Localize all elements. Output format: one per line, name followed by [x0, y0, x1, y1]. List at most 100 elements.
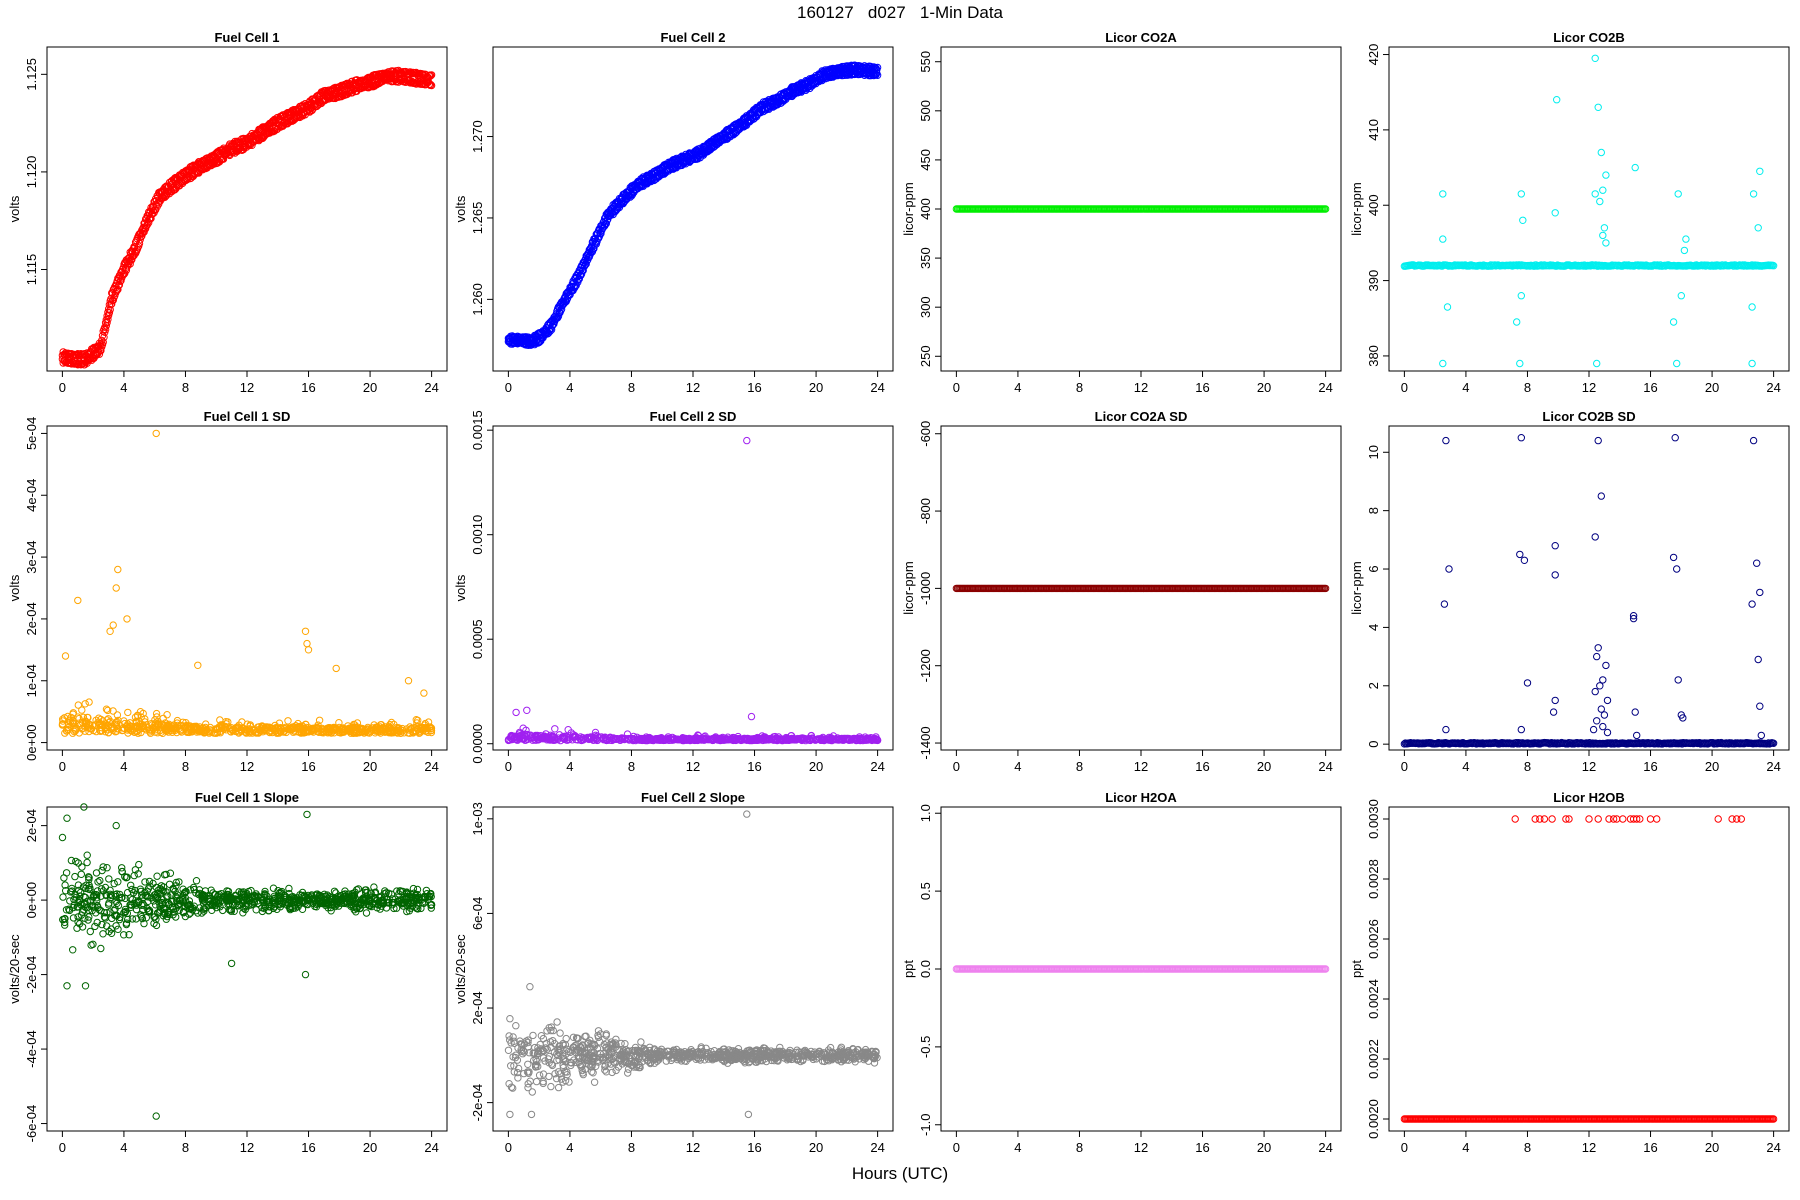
y-tick-label: 420: [1366, 44, 1381, 66]
data-point: [1594, 644, 1602, 652]
x-tick-label: 12: [686, 380, 700, 395]
data-point: [1756, 588, 1764, 597]
y-tick-label: 550: [918, 51, 933, 73]
data-point: [551, 725, 559, 733]
chart-title: Licor CO2B: [1553, 30, 1625, 45]
data-point: [112, 584, 120, 592]
y-axis-label: volts: [7, 195, 22, 222]
data-point: [427, 72, 435, 80]
data-point: [1754, 224, 1762, 232]
y-tick-label: 380: [1366, 345, 1381, 367]
data-point: [1594, 436, 1602, 445]
x-tick-label: 0: [1401, 380, 1408, 395]
data-point: [109, 621, 117, 629]
data-point: [74, 596, 82, 605]
data-point: [101, 326, 110, 334]
x-tick-label: 0: [953, 380, 960, 395]
y-tick-label: -800: [918, 498, 933, 524]
data-point: [873, 63, 882, 72]
data-point: [1553, 96, 1561, 104]
chart-panel: Fuel Cell 1 SD0 4 8 12 16 20 240e+001e-042e-04…: [7, 409, 448, 774]
x-tick-label: 8: [182, 380, 189, 395]
y-axis-label: licor-ppm: [1349, 182, 1364, 235]
x-tick-label: 24: [870, 759, 884, 774]
y-axis-label: licor-ppm: [901, 182, 916, 235]
plot-frame: [46, 425, 448, 751]
y-tick-label: 250: [918, 345, 933, 367]
data-point: [1602, 239, 1610, 247]
data-point: [743, 436, 751, 445]
data-point: [1439, 190, 1447, 198]
data-point: [152, 429, 160, 438]
data-point: [115, 281, 124, 289]
data-point: [114, 565, 122, 574]
data-points: [504, 436, 882, 745]
x-tick-label: 8: [182, 759, 189, 774]
y-tick-label: 500: [918, 100, 933, 122]
data-point: [1673, 359, 1681, 368]
data-point: [573, 277, 581, 285]
data-point: [1597, 492, 1606, 500]
data-point: [602, 219, 610, 228]
y-tick-label: 1.270: [470, 120, 485, 153]
data-point: [1749, 436, 1758, 445]
data-point: [747, 712, 756, 721]
data-point: [1753, 559, 1761, 567]
x-tick-label: 24: [1318, 380, 1332, 395]
data-point: [579, 266, 587, 275]
data-point: [1631, 163, 1639, 172]
data-point: [1517, 292, 1526, 300]
x-tick-label: 0: [953, 759, 960, 774]
data-point: [1591, 533, 1599, 541]
data-point: [1591, 54, 1599, 62]
plot-frame: [1388, 425, 1790, 751]
data-point: [1516, 359, 1524, 368]
page-title: 160127 d027 1-Min Data: [796, 3, 1004, 22]
chart-title: Fuel Cell 2 SD: [650, 409, 737, 424]
data-point: [1549, 708, 1558, 716]
data-point: [1596, 682, 1604, 690]
y-axis-label: volts: [453, 574, 468, 601]
x-tick-label: 4: [566, 380, 573, 395]
x-tick-label: 20: [809, 380, 823, 395]
y-tick-label: 410: [1366, 119, 1381, 141]
x-tick-label: 0: [1401, 759, 1408, 774]
y-tick-label: 1.265: [470, 202, 485, 235]
data-point: [1593, 652, 1601, 661]
data-point: [122, 266, 131, 274]
data-point: [301, 627, 310, 635]
data-point: [1439, 235, 1447, 243]
data-point: [582, 260, 590, 268]
y-tick-label: 4e-04: [24, 479, 39, 512]
data-point: [1551, 696, 1559, 705]
data-point: [128, 256, 136, 264]
data-point: [1591, 190, 1599, 198]
x-tick-label: 12: [240, 380, 254, 395]
data-point: [1597, 148, 1606, 157]
data-point: [1603, 728, 1612, 737]
data-point: [1671, 434, 1679, 442]
data-point: [1597, 705, 1606, 713]
x-tick-label: 4: [1014, 759, 1021, 774]
data-point: [85, 698, 93, 706]
x-tick-label: 20: [1257, 380, 1271, 395]
x-tick-label: 16: [301, 380, 315, 395]
x-tick-label: 8: [1524, 759, 1531, 774]
chart-title: Licor CO2A: [1105, 30, 1177, 45]
data-point: [873, 71, 882, 80]
chart-title: Licor CO2B SD: [1542, 409, 1635, 424]
y-axis-label: licor-ppm: [1349, 561, 1364, 614]
data-point: [404, 677, 413, 685]
data-point: [99, 338, 107, 346]
x-tick-label: 20: [363, 759, 377, 774]
x-tick-label: 8: [1076, 380, 1083, 395]
x-tick-label: 12: [240, 759, 254, 774]
y-tick-label: 5e-04: [24, 417, 39, 450]
chart-panel: Fuel Cell 2 SD0 4 8 12 16 20 240.00000.00050.0…: [453, 409, 894, 774]
x-tick-label: 24: [1766, 759, 1780, 774]
y-tick-label: 1.120: [24, 156, 39, 189]
data-points: [1400, 434, 1778, 748]
data-point: [577, 270, 586, 278]
data-point: [1680, 246, 1689, 255]
